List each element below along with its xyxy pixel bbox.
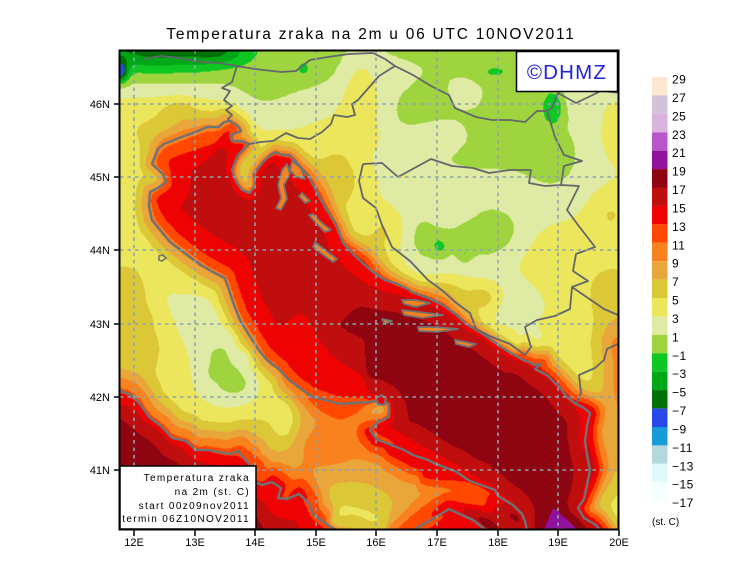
svg-text:15E: 15E xyxy=(306,537,326,549)
svg-text:(st. C): (st. C) xyxy=(652,517,679,528)
svg-text:13E: 13E xyxy=(185,537,205,549)
svg-text:3: 3 xyxy=(672,312,679,326)
svg-text:43N: 43N xyxy=(90,319,110,331)
svg-text:17: 17 xyxy=(672,183,686,197)
svg-text:19: 19 xyxy=(672,165,686,179)
svg-text:27: 27 xyxy=(672,91,686,105)
svg-text:46N: 46N xyxy=(90,99,110,111)
svg-text:19E: 19E xyxy=(548,537,568,549)
svg-text:Temperatura zraka na 2m u 06 U: Temperatura zraka na 2m u 06 UTC 10NOV20… xyxy=(166,26,575,43)
svg-text:1: 1 xyxy=(672,330,679,344)
svg-text:13: 13 xyxy=(672,220,686,234)
svg-text:start 00z09nov2011: start 00z09nov2011 xyxy=(139,501,250,512)
svg-text:25: 25 xyxy=(672,109,686,123)
svg-text:45N: 45N xyxy=(90,172,110,184)
svg-text:20E: 20E xyxy=(609,537,629,549)
svg-text:7: 7 xyxy=(672,275,679,289)
svg-text:29: 29 xyxy=(672,73,686,87)
svg-text:−7: −7 xyxy=(672,404,687,418)
svg-text:9: 9 xyxy=(672,257,679,271)
svg-text:44N: 44N xyxy=(90,245,110,257)
svg-text:−1: −1 xyxy=(672,349,687,363)
svg-text:42N: 42N xyxy=(90,392,110,404)
svg-text:12E: 12E xyxy=(124,537,144,549)
svg-text:−3: −3 xyxy=(672,367,687,381)
svg-text:16E: 16E xyxy=(366,537,386,549)
svg-text:5: 5 xyxy=(672,294,679,308)
svg-text:−13: −13 xyxy=(672,459,694,473)
svg-text:15: 15 xyxy=(672,201,686,215)
svg-text:−5: −5 xyxy=(672,386,687,400)
svg-text:Temperatura zraka: Temperatura zraka xyxy=(144,473,250,484)
svg-text:©DHMZ: ©DHMZ xyxy=(527,61,607,84)
svg-text:17E: 17E xyxy=(427,537,447,549)
svg-text:termin 06Z10NOV2011: termin 06Z10NOV2011 xyxy=(122,514,250,525)
svg-text:41N: 41N xyxy=(90,465,110,477)
svg-text:18E: 18E xyxy=(488,537,508,549)
svg-text:−17: −17 xyxy=(672,496,694,510)
svg-text:14E: 14E xyxy=(245,537,265,549)
svg-text:−11: −11 xyxy=(672,441,693,455)
svg-text:na 2m (st. C): na 2m (st. C) xyxy=(175,487,250,498)
svg-text:−15: −15 xyxy=(672,478,694,492)
svg-text:−9: −9 xyxy=(672,423,687,437)
svg-text:11: 11 xyxy=(672,238,685,252)
svg-text:21: 21 xyxy=(672,146,686,160)
svg-text:23: 23 xyxy=(672,128,686,142)
